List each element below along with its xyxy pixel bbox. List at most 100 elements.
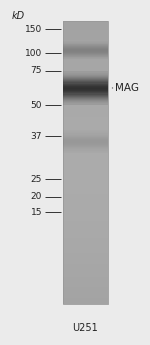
Bar <box>63 32 108 34</box>
Bar <box>63 93 108 95</box>
Bar <box>63 256 108 258</box>
Bar <box>63 86 108 87</box>
Bar <box>63 151 108 153</box>
Bar <box>63 298 108 300</box>
Bar <box>63 77 108 78</box>
Bar <box>63 109 108 111</box>
Text: 25: 25 <box>31 175 42 184</box>
Bar <box>63 247 108 249</box>
Text: 150: 150 <box>25 25 42 34</box>
Bar <box>63 219 108 220</box>
Bar <box>63 140 108 141</box>
Bar <box>63 262 108 264</box>
Bar <box>63 57 108 58</box>
Bar <box>63 139 108 141</box>
Bar <box>63 92 108 94</box>
Bar <box>63 141 108 143</box>
Bar <box>63 292 108 294</box>
Bar <box>63 131 108 132</box>
Bar <box>63 288 108 290</box>
Bar <box>63 258 108 260</box>
Bar <box>63 183 108 185</box>
Bar <box>63 58 108 60</box>
Bar <box>63 73 108 75</box>
Bar <box>63 206 108 207</box>
Bar <box>63 272 108 274</box>
Bar <box>63 77 108 79</box>
Bar <box>63 190 108 192</box>
Bar <box>63 41 108 43</box>
Bar <box>63 24 108 26</box>
Bar <box>63 155 108 157</box>
Bar <box>63 192 108 194</box>
Bar <box>63 68 108 70</box>
Bar <box>63 251 108 253</box>
Bar <box>63 279 108 281</box>
Bar <box>63 36 108 38</box>
Text: 37: 37 <box>30 132 42 141</box>
Bar <box>63 211 108 213</box>
Bar <box>63 98 108 99</box>
Bar <box>63 34 108 36</box>
Bar <box>63 238 108 239</box>
Bar <box>63 126 108 128</box>
Bar <box>63 137 108 138</box>
Bar <box>63 80 108 81</box>
Bar <box>63 152 108 153</box>
Bar <box>63 47 108 49</box>
Bar <box>63 46 108 47</box>
Text: kD: kD <box>12 11 25 20</box>
Bar <box>63 83 108 85</box>
Bar <box>63 213 108 215</box>
Bar <box>63 157 108 158</box>
Bar <box>63 202 108 204</box>
Text: 15: 15 <box>30 208 42 217</box>
Bar <box>63 134 108 136</box>
Bar <box>63 189 108 190</box>
Text: 100: 100 <box>25 49 42 58</box>
Bar <box>63 226 108 228</box>
Bar <box>63 97 108 98</box>
Bar <box>63 89 108 90</box>
Bar <box>63 43 108 45</box>
Bar <box>63 145 108 146</box>
Bar <box>63 145 108 147</box>
Bar <box>63 41 108 42</box>
Bar <box>63 100 108 102</box>
Bar <box>63 79 108 80</box>
Bar <box>63 135 108 136</box>
Bar <box>63 75 108 76</box>
Bar <box>63 147 108 148</box>
Bar <box>63 141 108 142</box>
Bar <box>63 101 108 102</box>
Bar <box>63 48 108 49</box>
Bar <box>63 270 108 272</box>
Bar <box>63 40 108 41</box>
Bar <box>63 55 108 57</box>
Bar <box>63 70 108 72</box>
Bar <box>63 204 108 206</box>
Bar <box>63 198 108 200</box>
Bar <box>63 162 108 164</box>
Bar <box>63 275 108 277</box>
Text: MAG: MAG <box>112 83 140 93</box>
Bar <box>63 138 108 139</box>
Bar <box>63 239 108 241</box>
Bar <box>63 171 108 174</box>
Bar <box>63 215 108 217</box>
Bar <box>63 66 108 68</box>
Bar <box>63 49 108 50</box>
Bar <box>63 194 108 196</box>
Bar <box>63 175 108 177</box>
Bar <box>63 134 108 135</box>
Bar <box>63 54 108 55</box>
Bar <box>63 158 108 160</box>
Bar <box>63 285 108 287</box>
Bar <box>63 21 108 22</box>
Bar <box>63 78 108 79</box>
Bar <box>63 115 108 117</box>
Bar <box>63 85 108 86</box>
Bar <box>63 50 108 51</box>
Bar <box>63 296 108 298</box>
Bar <box>63 49 108 51</box>
